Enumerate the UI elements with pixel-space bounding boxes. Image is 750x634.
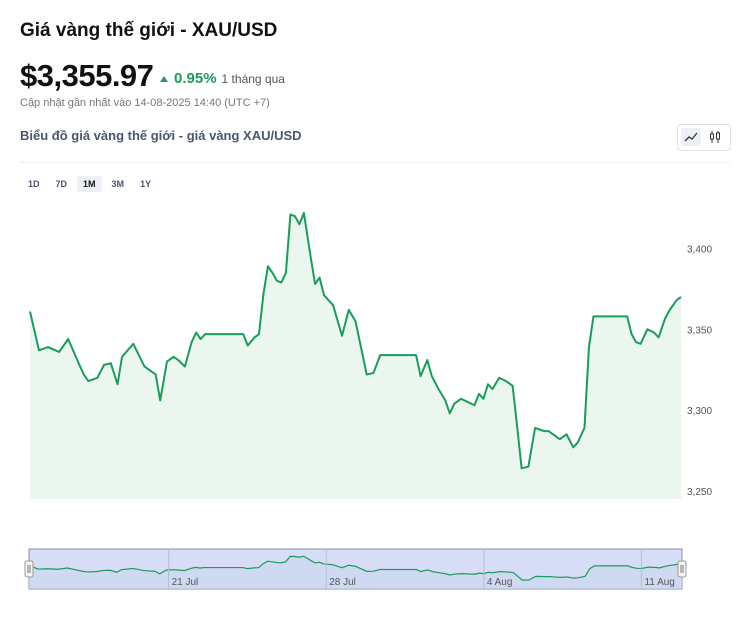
navigator-tick-label: 4 Aug	[487, 577, 513, 588]
price-line	[29, 211, 682, 470]
change-percent: 0.95%	[174, 70, 217, 87]
range-1y[interactable]: 1Y	[140, 179, 152, 189]
chart-subtitle: Biểu đồ giá vàng thế giới - giá vàng XAU…	[20, 128, 302, 143]
navigator-left-handle[interactable]	[24, 560, 34, 578]
line-chart-icon[interactable]	[681, 128, 701, 146]
candlestick-icon[interactable]	[705, 128, 725, 146]
range-3m[interactable]: 3M	[111, 179, 125, 189]
y-tick-label: 3,400	[687, 244, 712, 255]
price-area	[30, 212, 681, 499]
y-tick-label: 3,350	[687, 325, 712, 336]
handle-body	[24, 560, 34, 578]
header-divider	[20, 162, 730, 163]
navigator-line	[28, 555, 683, 581]
navigator-right-handle[interactable]	[677, 560, 687, 578]
range-7d[interactable]: 7D	[55, 179, 68, 189]
page-title: Giá vàng thế giới - XAU/USD	[20, 20, 278, 41]
range-1m[interactable]: 1M	[77, 176, 102, 192]
y-tick-label: 3,250	[687, 487, 712, 498]
navigator-tick-label: 28 Jul	[329, 577, 356, 588]
range-selector: 1D 7D 1M 3M 1Y	[22, 176, 157, 192]
chart-type-toggle	[677, 124, 731, 151]
current-price: $3,355.97	[20, 58, 154, 93]
price-change: 0.95% 1 tháng qua	[160, 70, 285, 87]
y-tick-label: 3,300	[687, 406, 712, 417]
navigator-tick-label: 21 Jul	[172, 577, 199, 588]
navigator-tick-label: 11 Aug	[644, 577, 674, 588]
last-updated: Cập nhật gần nhất vào 14-08-2025 14:40 (…	[20, 97, 270, 109]
up-arrow-icon	[160, 75, 168, 82]
navigator-area	[29, 556, 682, 589]
range-1d[interactable]: 1D	[28, 179, 40, 189]
handle-body	[677, 560, 687, 578]
change-period: 1 tháng qua	[221, 71, 285, 86]
